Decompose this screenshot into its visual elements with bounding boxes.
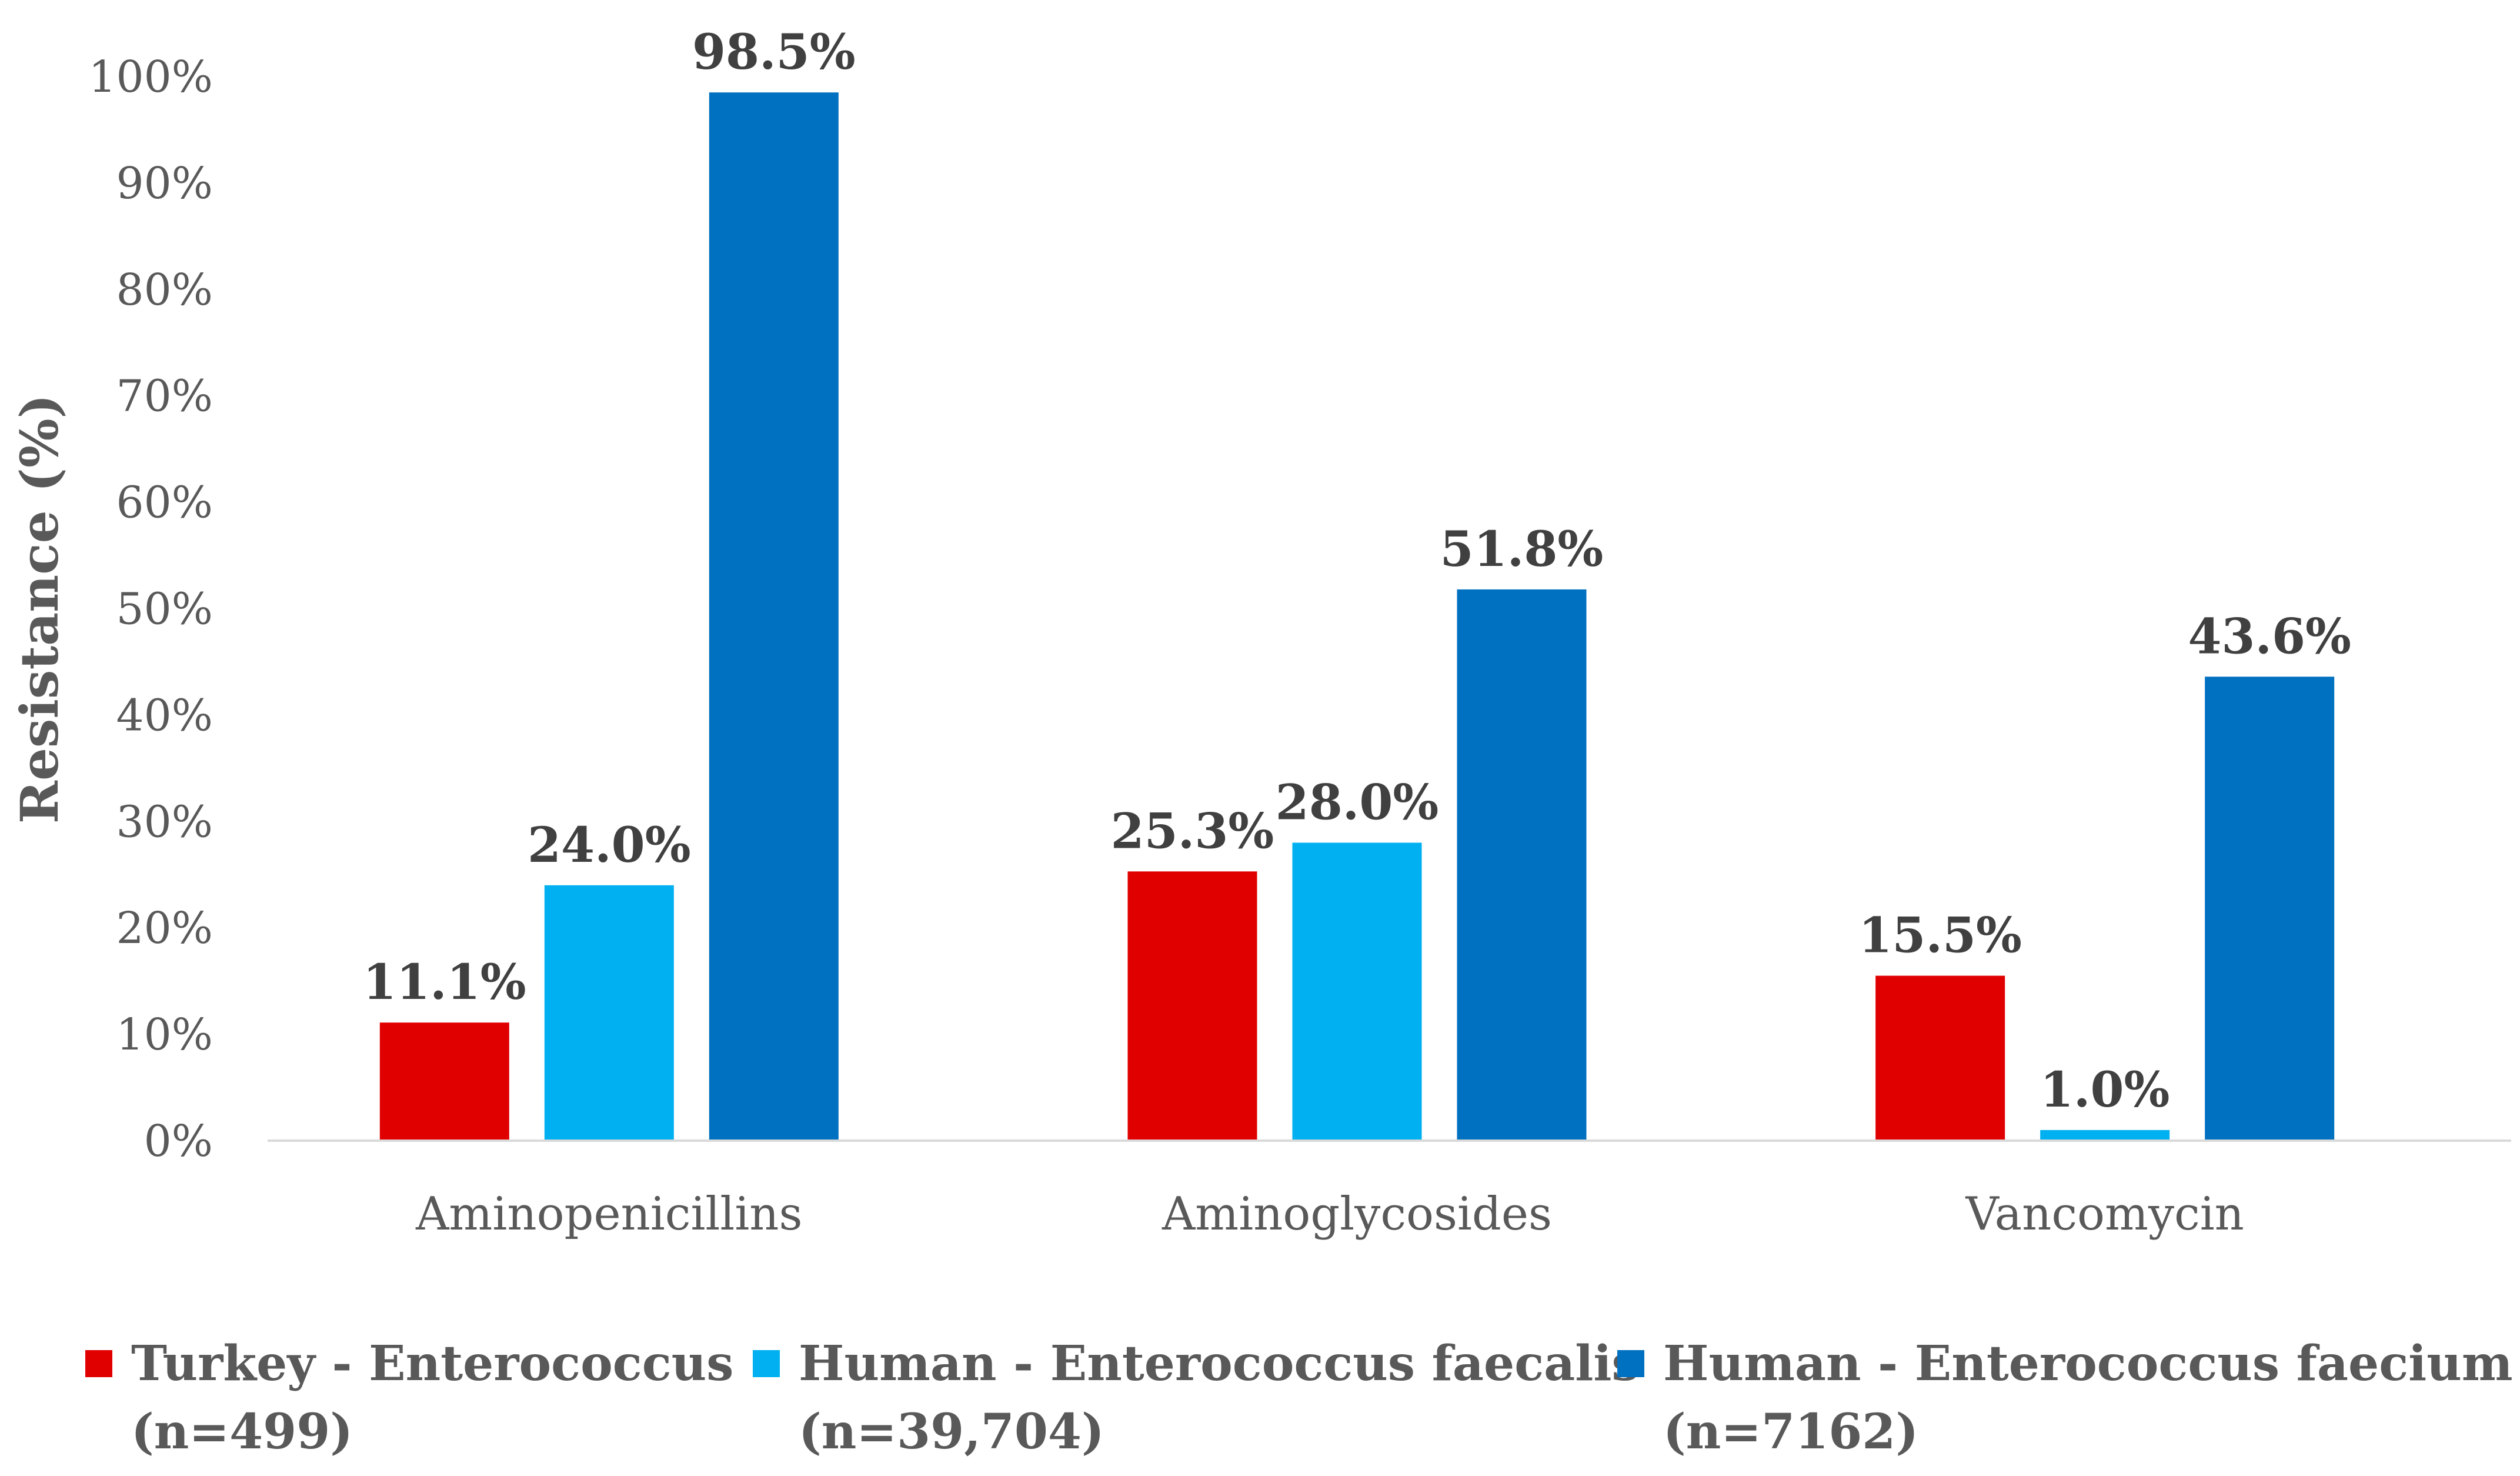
x-category-label: Vancomycin: [1965, 1188, 2244, 1241]
y-axis-ticks: 0% 10% 20% 30% 40% 50% 60% 70% 80% 90% 100%: [88, 52, 213, 1167]
y-tick-label: 50%: [116, 584, 213, 635]
legend-swatch: [85, 1350, 112, 1377]
bar-aminoglycosides-series-3: [1457, 589, 1587, 1141]
bar-aminoglycosides-series-1: [1127, 871, 1257, 1141]
data-label: 98.5%: [692, 24, 856, 81]
legend-label: Human - Enterococcus faecium: [1663, 1335, 2513, 1392]
y-tick-label: 90%: [116, 158, 213, 209]
bar-aminopenicillins-series-1: [379, 1022, 509, 1141]
legend-swatch: [753, 1350, 780, 1377]
data-label: 1.0%: [2040, 1062, 2170, 1118]
bar-vancomycin-series-3: [2205, 677, 2335, 1141]
x-category-label: Aminoglycosides: [1161, 1188, 1552, 1241]
y-tick-label: 80%: [116, 265, 213, 315]
data-labels: 11.1% 24.0% 98.5% 25.3%28.0% 51.8% 15.5% 1.0% 4…: [363, 24, 2351, 1118]
legend-sample-size: (n=39,704): [799, 1404, 1104, 1460]
y-tick-label: 20%: [116, 903, 213, 954]
y-tick-label: 0%: [144, 1116, 213, 1167]
y-tick-label: 70%: [116, 371, 213, 422]
data-label: 51.8%: [1440, 521, 1604, 578]
legend-label: Turkey - Enterococcus: [131, 1335, 733, 1392]
legend-swatch: [1617, 1350, 1644, 1377]
y-tick-label: 30%: [116, 797, 213, 847]
y-tick-label: 10%: [116, 1009, 213, 1060]
bar-aminopenicillins-series-3: [709, 92, 839, 1141]
bars: [379, 92, 2335, 1141]
legend-sample-size: (n=499): [131, 1404, 353, 1460]
legend: Turkey - Enterococcus (n=499) Human - Ente…: [85, 1335, 2513, 1460]
data-label: 11.1%: [363, 954, 526, 1011]
y-tick-label: 60%: [116, 478, 213, 528]
data-label: 24.0%: [528, 817, 691, 874]
category-labels: Aminopenicillins Aminoglycosides Vancomyci…: [415, 1188, 2244, 1241]
data-label: 25.3%: [1111, 803, 1274, 859]
bar-vancomycin-series-1: [1875, 975, 2005, 1141]
y-tick-label: 40%: [116, 690, 213, 741]
y-axis-title: Resistance (%): [9, 394, 70, 824]
data-label: 28.0%: [1276, 774, 1439, 831]
legend-label: Human - Enterococcus faecalis: [799, 1335, 1639, 1392]
bar-vancomycin-series-2: [2040, 1130, 2170, 1141]
data-label: 15.5%: [1858, 908, 2022, 964]
bar-aminopenicillins-series-2: [544, 885, 674, 1141]
bar-aminoglycosides-series-2: [1292, 842, 1422, 1141]
legend-sample-size: (n=7162): [1663, 1404, 1918, 1460]
data-label: 43.6%: [2188, 608, 2351, 665]
x-category-label: Aminopenicillins: [415, 1188, 802, 1241]
y-tick-label: 100%: [88, 52, 213, 102]
